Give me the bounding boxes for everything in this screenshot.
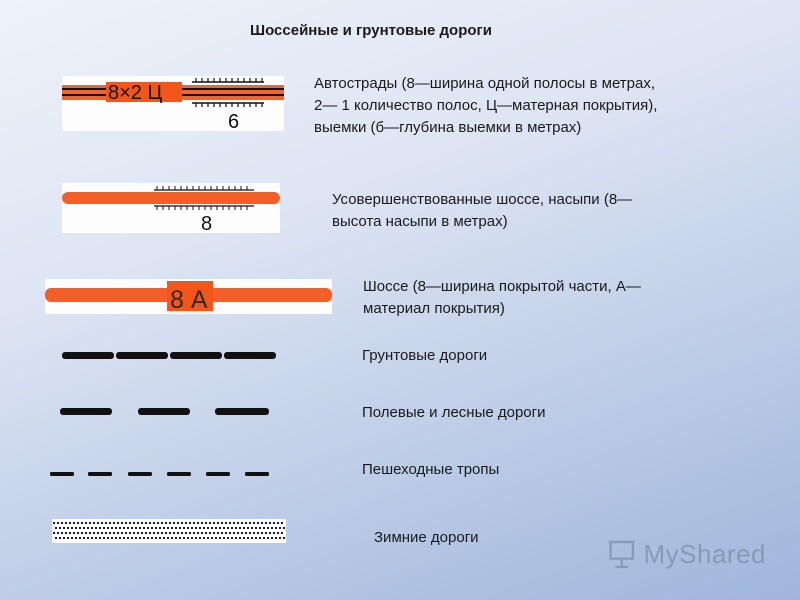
autostrada-description: Автострады (8—ширина одной полосы в метр… bbox=[314, 75, 658, 136]
page-title: Шоссейные и грунтовые дороги bbox=[250, 22, 492, 39]
footpath-label: Пешеходные тропы bbox=[362, 461, 500, 478]
autostrada-symbol: 8×2 Ц 6 bbox=[62, 76, 284, 131]
logo-text: MyShared bbox=[643, 538, 766, 569]
autostrada-code: 8×2 Ц bbox=[108, 82, 162, 104]
field-road-symbol bbox=[58, 405, 272, 419]
highway-description: Шоссе (8—ширина покрытой части, А— матер… bbox=[363, 278, 641, 317]
presentation-board-icon bbox=[608, 540, 635, 569]
dirt-road-symbol bbox=[60, 349, 280, 363]
improved-highway-description: Усовершенствованные шоссе, насыпи (8— вы… bbox=[332, 191, 633, 230]
footpath-symbol bbox=[50, 467, 274, 479]
improved-highway-symbol: 8 bbox=[62, 183, 280, 233]
embankment-height-label: 8 bbox=[201, 213, 212, 233]
highway-code: 8 А bbox=[170, 286, 208, 314]
cut-depth-label: 6 bbox=[228, 111, 239, 131]
highway-symbol: 8 А bbox=[45, 279, 332, 314]
dirt-road-label: Грунтовые дороги bbox=[362, 347, 488, 364]
field-road-label: Полевые и лесные дороги bbox=[362, 404, 546, 421]
winter-road-symbol bbox=[52, 519, 286, 543]
myshared-logo: MyShared bbox=[606, 534, 766, 574]
winter-road-label: Зимние дороги bbox=[374, 529, 479, 546]
